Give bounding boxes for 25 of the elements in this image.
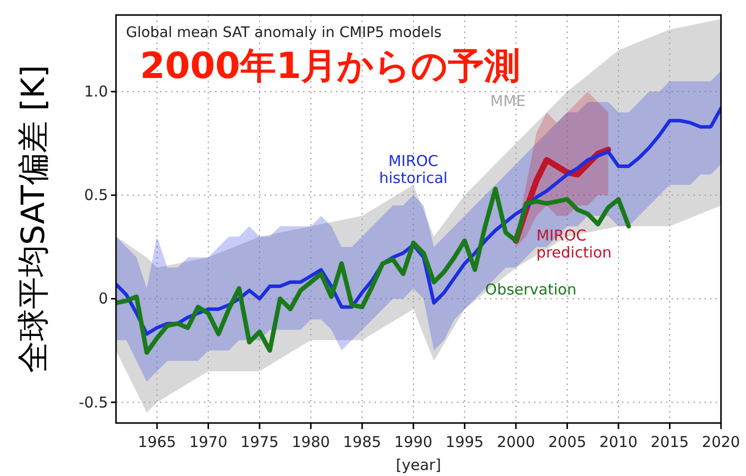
- x-tick-label: 1990: [394, 433, 432, 451]
- text: 2000年1月からの予測: [140, 46, 520, 87]
- x-tick-label: 1970: [189, 433, 228, 451]
- series-label: Observation: [485, 280, 576, 299]
- y-tick-label: 1.0: [84, 82, 108, 101]
- y-axis-title: 全球平均SAT偏差 [K]: [14, 65, 52, 373]
- x-tick-label: 2000: [496, 433, 536, 451]
- x-tick-label: 1975: [240, 433, 279, 451]
- line-series: [116, 186, 631, 355]
- series-label: MIROC prediction: [536, 226, 612, 262]
- x-tick-label: 2015: [650, 433, 689, 451]
- x-tick-label: 2010: [599, 433, 638, 451]
- legend-label: MME: [490, 92, 526, 110]
- x-tick-label: 1965: [138, 433, 176, 451]
- x-tick-label: 2005: [548, 433, 586, 451]
- y-tick-label: -0.5: [78, 393, 108, 412]
- x-tick-label: 1980: [292, 433, 330, 451]
- y-tick-label: 0.5: [84, 186, 108, 204]
- x-tick-label: 2020: [702, 433, 740, 451]
- x-tick-label: 1995: [446, 433, 484, 451]
- x-axis-title: [year]: [396, 456, 442, 474]
- text: MIROC historical: [379, 152, 448, 188]
- y-tick-label: 0: [98, 290, 108, 308]
- x-tick-label: 1985: [343, 433, 382, 451]
- text: Global mean SAT anomaly in CMIP5 models: [126, 25, 442, 41]
